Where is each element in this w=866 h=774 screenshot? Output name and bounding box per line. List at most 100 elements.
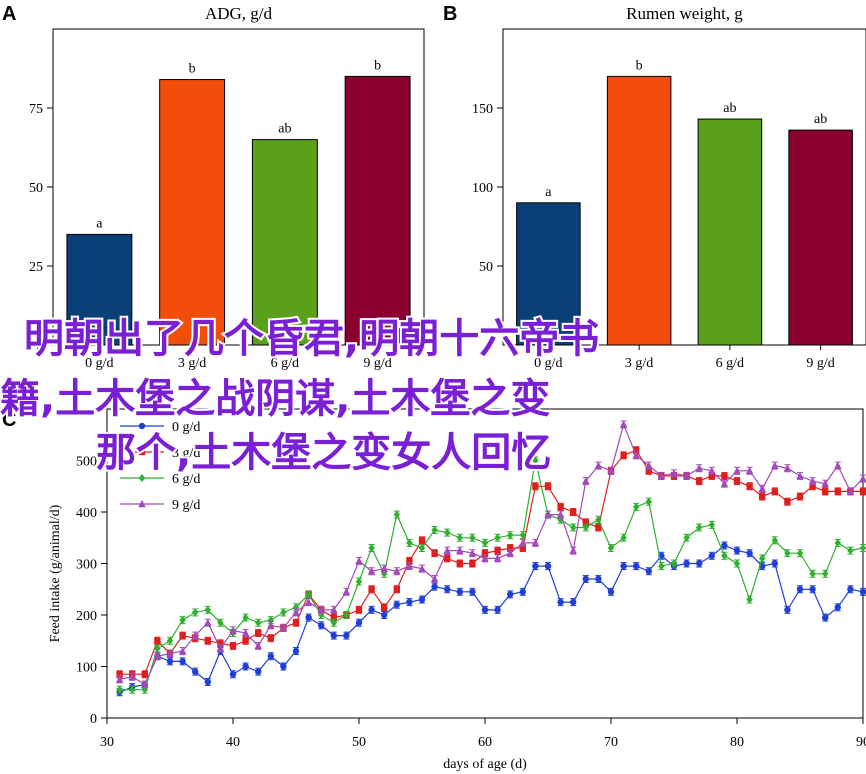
data-point: [633, 562, 640, 570]
data-point: [355, 606, 363, 614]
data-point: [292, 619, 300, 626]
data-point: [431, 583, 438, 590]
data-point: [532, 456, 539, 465]
x-tick-label: 0 g/d: [534, 356, 562, 371]
data-point: [796, 549, 804, 558]
data-point: [393, 567, 401, 575]
panel-letter-a: A: [2, 3, 16, 25]
data-point: [406, 538, 413, 547]
series-3-g-d: [116, 446, 866, 679]
data-point: [179, 616, 186, 625]
data-point: [557, 503, 564, 511]
data-point: [570, 523, 577, 532]
data-point: [393, 601, 400, 608]
y-tick-label: 50: [479, 260, 493, 275]
data-point: [154, 637, 161, 644]
data-point: [645, 568, 652, 575]
data-point: [695, 464, 703, 472]
data-point: [557, 598, 564, 606]
data-point: [859, 588, 866, 596]
series-0-g-d: [116, 541, 866, 697]
data-point: [494, 606, 501, 614]
data-point: [633, 502, 640, 511]
data-point: [166, 649, 174, 657]
data-point: [519, 538, 527, 547]
data-point: [381, 604, 388, 611]
data-point: [847, 546, 854, 555]
y-tick-label: 100: [76, 661, 97, 676]
data-point: [138, 448, 146, 456]
data-point: [759, 554, 766, 563]
data-point: [809, 569, 816, 578]
data-point: [493, 554, 502, 562]
data-point: [746, 595, 753, 604]
data-point: [368, 586, 375, 593]
data-point: [304, 597, 313, 606]
data-point: [696, 523, 703, 532]
x-tick-label: 60: [478, 735, 492, 750]
data-point: [582, 523, 589, 532]
data-point: [469, 560, 476, 567]
x-tick-label: 6 g/d: [716, 356, 744, 371]
x-tick-label: 50: [352, 735, 366, 750]
data-point: [115, 675, 124, 683]
chart-title: Rumen weight, g: [626, 4, 743, 23]
data-point: [166, 658, 174, 665]
data-point: [784, 549, 791, 558]
chart-panel-feed-intake: 0 100 200 300 400 500 30 40 50 60 70 80 90 days of ag…: [48, 408, 866, 772]
data-point: [633, 447, 640, 454]
data-point: [507, 544, 514, 552]
data-point: [204, 678, 211, 686]
data-point: [645, 497, 652, 506]
y-tick-label: 150: [472, 102, 493, 117]
data-point: [318, 622, 325, 629]
data-point: [481, 538, 489, 547]
data-point: [519, 531, 526, 540]
data-point: [138, 474, 146, 482]
data-point: [809, 483, 816, 490]
data-point: [834, 488, 841, 495]
data-point: [418, 537, 426, 544]
data-point: [255, 629, 262, 637]
data-point: [696, 477, 703, 485]
legend-entry: 3 g/d: [120, 446, 200, 461]
data-point: [859, 544, 866, 553]
overlay-line-3: 那个,土木堡之变女人回忆: [96, 430, 551, 476]
data-point: [393, 510, 400, 519]
bar: [697, 118, 763, 346]
data-point: [733, 559, 741, 568]
data-point: [507, 531, 514, 540]
x-tick-label: 80: [730, 735, 744, 750]
data-point: [255, 618, 262, 627]
data-point: [368, 606, 375, 614]
y-tick-label: 25: [29, 260, 43, 275]
x-tick-label: 6 g/d: [271, 356, 299, 371]
y-axis-label: Feed intake (g/animal/d): [48, 504, 63, 642]
data-point: [192, 608, 199, 617]
x-tick-label: 0 g/d: [85, 356, 113, 371]
data-point: [595, 575, 602, 583]
data-point: [859, 474, 866, 482]
data-point: [179, 632, 186, 639]
data-point: [808, 476, 817, 485]
data-point: [431, 550, 438, 557]
y-tick-label: 200: [76, 609, 97, 624]
data-point: [632, 451, 640, 459]
data-point: [532, 483, 539, 490]
bar-significance-letter: b: [374, 58, 381, 73]
bar-significance-letter: ab: [723, 101, 736, 116]
data-point: [494, 533, 501, 542]
data-point: [607, 588, 615, 596]
data-point: [721, 542, 728, 549]
data-point: [393, 586, 400, 593]
data-point: [834, 538, 841, 547]
data-point: [645, 467, 652, 474]
legend-label: 3 g/d: [172, 446, 200, 461]
data-point: [809, 586, 816, 593]
x-tick-label: 3 g/d: [625, 356, 653, 371]
data-point: [720, 479, 729, 487]
data-point: [745, 466, 754, 474]
data-point: [481, 606, 489, 614]
data-point: [418, 596, 426, 603]
data-point: [178, 646, 187, 655]
